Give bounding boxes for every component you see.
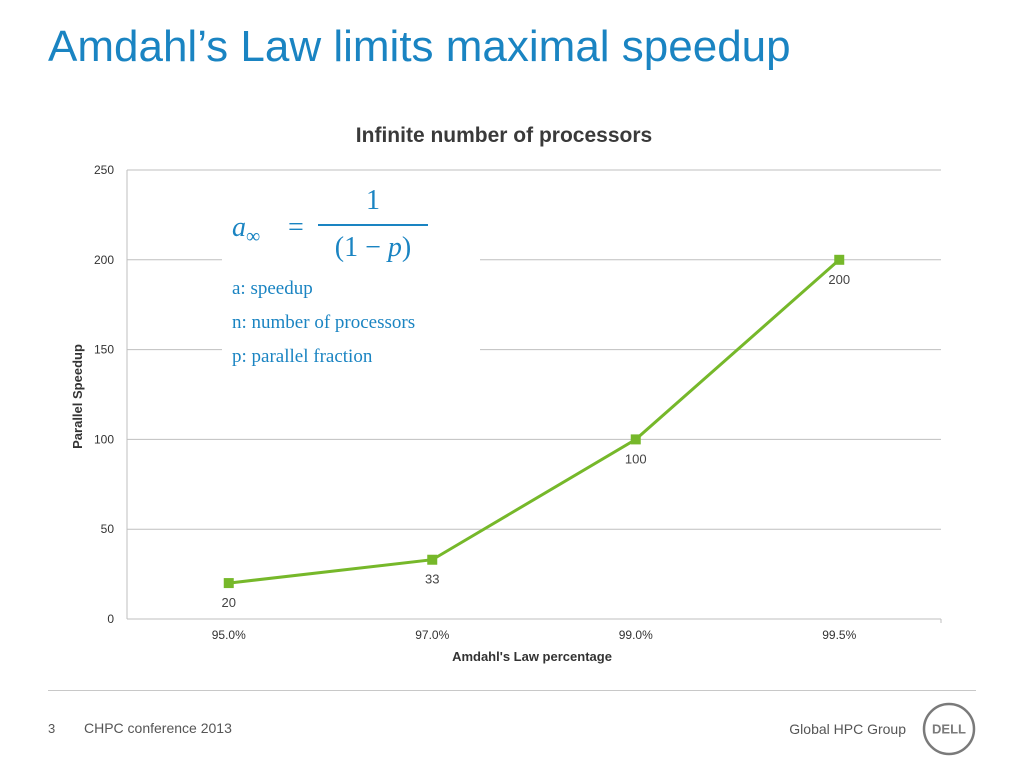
footer-divider bbox=[48, 690, 976, 691]
group-label: Global HPC Group bbox=[789, 721, 906, 737]
data-point-marker bbox=[223, 578, 234, 589]
y-tick-label: 50 bbox=[101, 522, 115, 536]
series-layer bbox=[223, 254, 845, 589]
formula-den-var: p bbox=[387, 232, 402, 263]
y-tick-labels: 0 50 100 150 200 250 bbox=[94, 163, 114, 626]
x-tick-label: 99.5% bbox=[822, 628, 856, 642]
y-tick-label: 250 bbox=[94, 163, 114, 177]
data-labels: 20 33 100 200 bbox=[222, 272, 851, 610]
formula-fraction-bar bbox=[318, 224, 428, 226]
note-processors: n: number of processors bbox=[232, 312, 416, 333]
formula-denominator: (1 − p) bbox=[318, 230, 428, 266]
series-line bbox=[228, 258, 841, 585]
axis-layer bbox=[126, 170, 942, 623]
amdahl-formula: a∞ = 1 (1 − p) bbox=[232, 182, 472, 270]
note-speedup: a: speedup bbox=[232, 278, 313, 299]
formula-lhs-subscript: ∞ bbox=[246, 225, 261, 248]
y-tick-label: 150 bbox=[94, 343, 114, 357]
formula-box: a∞ = 1 (1 − p) a: speedup n: number of p… bbox=[222, 182, 480, 370]
data-point-marker bbox=[630, 434, 641, 445]
formula-lhs: a∞ bbox=[232, 212, 260, 249]
chart-title: Infinite number of processors bbox=[355, 124, 653, 147]
data-label: 100 bbox=[625, 451, 647, 466]
formula-den-right: ) bbox=[401, 232, 412, 263]
note-parallel-fraction: p: parallel fraction bbox=[232, 346, 373, 367]
y-tick-label: 200 bbox=[94, 253, 114, 267]
data-point-marker bbox=[427, 554, 438, 565]
y-tick-label: 100 bbox=[94, 432, 114, 446]
slide-title: Amdahl’s Law limits maximal speedup bbox=[48, 22, 791, 71]
data-point-marker bbox=[834, 254, 845, 265]
formula-lhs-var: a bbox=[232, 212, 246, 243]
x-axis-title: Amdahl's Law percentage bbox=[452, 649, 612, 664]
formula-fraction: 1 (1 − p) bbox=[318, 182, 428, 266]
y-axis-title: Parallel Speedup bbox=[70, 344, 85, 449]
page-number: 3 bbox=[48, 721, 56, 736]
data-label: 33 bbox=[425, 572, 439, 587]
data-label: 20 bbox=[222, 595, 236, 610]
x-tick-labels: 95.0% 97.0% 99.0% 99.5% bbox=[212, 628, 857, 642]
formula-equals: = bbox=[288, 212, 304, 243]
formula-den-left: (1 − bbox=[334, 232, 388, 263]
conference-label: CHPC conference 2013 bbox=[84, 720, 232, 736]
line-chart: 0 50 100 150 200 250 95.0% 97.0% 99.0% 99.5% 20 3… bbox=[70, 163, 942, 664]
y-tick-label: 0 bbox=[107, 612, 114, 626]
data-label: 200 bbox=[828, 272, 850, 287]
x-tick-label: 97.0% bbox=[415, 628, 449, 642]
formula-numerator: 1 bbox=[366, 185, 380, 216]
logo-text: DELL bbox=[932, 722, 966, 737]
x-tick-label: 99.0% bbox=[619, 628, 653, 642]
dell-logo-icon: DELL bbox=[922, 702, 976, 756]
x-tick-label: 95.0% bbox=[212, 628, 246, 642]
variable-notes: a: speedup n: number of processors p: pa… bbox=[232, 272, 415, 374]
